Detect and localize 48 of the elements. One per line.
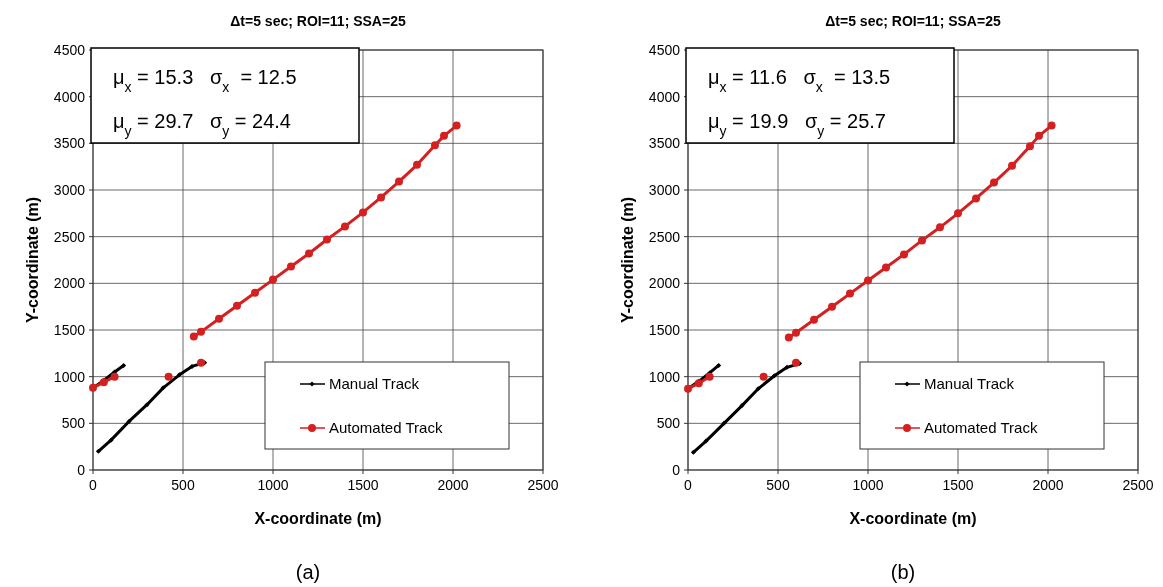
x-tick-label: 500 <box>766 477 790 493</box>
annotation: μ$_{x}$ = 15.3 σ$_{x}$ = 12.5 <box>113 66 297 95</box>
x-tick-label: 1000 <box>257 477 289 493</box>
x-axis-title: X-coordinate (m) <box>254 510 382 527</box>
y-tick-label: 3000 <box>53 182 86 198</box>
x-tick-label: 2000 <box>437 477 469 493</box>
x-tick-label: 1500 <box>942 477 974 493</box>
y-tick-label: 500 <box>61 415 86 432</box>
y-tick-label: 1500 <box>648 322 681 338</box>
x-tick-label: 500 <box>171 477 195 493</box>
chart-title: Δt=5 sec; ROI=11; SSA=25 <box>230 13 406 29</box>
y-tick-label: 0 <box>77 462 86 478</box>
y-tick-label: 2500 <box>648 228 681 245</box>
annotation: μ$_{x}$ = 11.6 σ$_{x}$ = 13.5 <box>708 66 891 95</box>
y-tick-label: 4500 <box>53 42 86 58</box>
x-tick-label: 1000 <box>852 477 884 493</box>
x-tick-label: 0 <box>684 477 693 493</box>
y-tick-label: 1000 <box>648 368 681 385</box>
x-tick-label: 2000 <box>1032 477 1064 493</box>
y-tick-label: 500 <box>656 415 681 432</box>
annotation: μ$_{y}$ = 29.7 σ$_{y}$ = 24.4 <box>113 110 291 139</box>
legend-label: Manual Track <box>329 375 420 392</box>
text: (a) <box>295 561 321 583</box>
y-tick-label: 3500 <box>648 135 681 152</box>
x-tick-label: 0 <box>89 477 98 493</box>
x-axis-title: X-coordinate (m) <box>849 510 977 527</box>
y-tick-label: 1500 <box>53 322 86 338</box>
y-tick-label: 4000 <box>648 88 681 105</box>
x-tick-label: 2500 <box>1122 477 1154 493</box>
legend-label: Automated Track <box>329 419 443 436</box>
y-tick-label: 2000 <box>648 275 681 292</box>
x-tick-label: 2500 <box>527 477 559 493</box>
y-tick-label: 4000 <box>53 88 86 105</box>
y-tick-label: 2500 <box>53 228 86 245</box>
y-tick-label: 3000 <box>648 182 681 198</box>
y-tick-label: 0 <box>672 462 681 478</box>
y-axis-title: Y-coordinate (m) <box>24 196 41 324</box>
y-tick-label: 4500 <box>648 42 681 58</box>
legend-label: Manual Track <box>924 375 1015 392</box>
y-tick-label: 2000 <box>53 275 86 292</box>
legend-label: Automated Track <box>924 419 1038 436</box>
chart-title: Δt=5 sec; ROI=11; SSA=25 <box>825 13 1001 29</box>
x-tick-label: 1500 <box>347 477 379 493</box>
annotation: μ$_{y}$ = 19.9 σ$_{y}$ = 25.7 <box>708 110 886 139</box>
y-axis-title: Y-coordinate (m) <box>619 196 636 324</box>
y-tick-label: 3500 <box>53 135 86 152</box>
y-tick-label: 1000 <box>53 368 86 385</box>
text: (b) <box>890 561 916 583</box>
